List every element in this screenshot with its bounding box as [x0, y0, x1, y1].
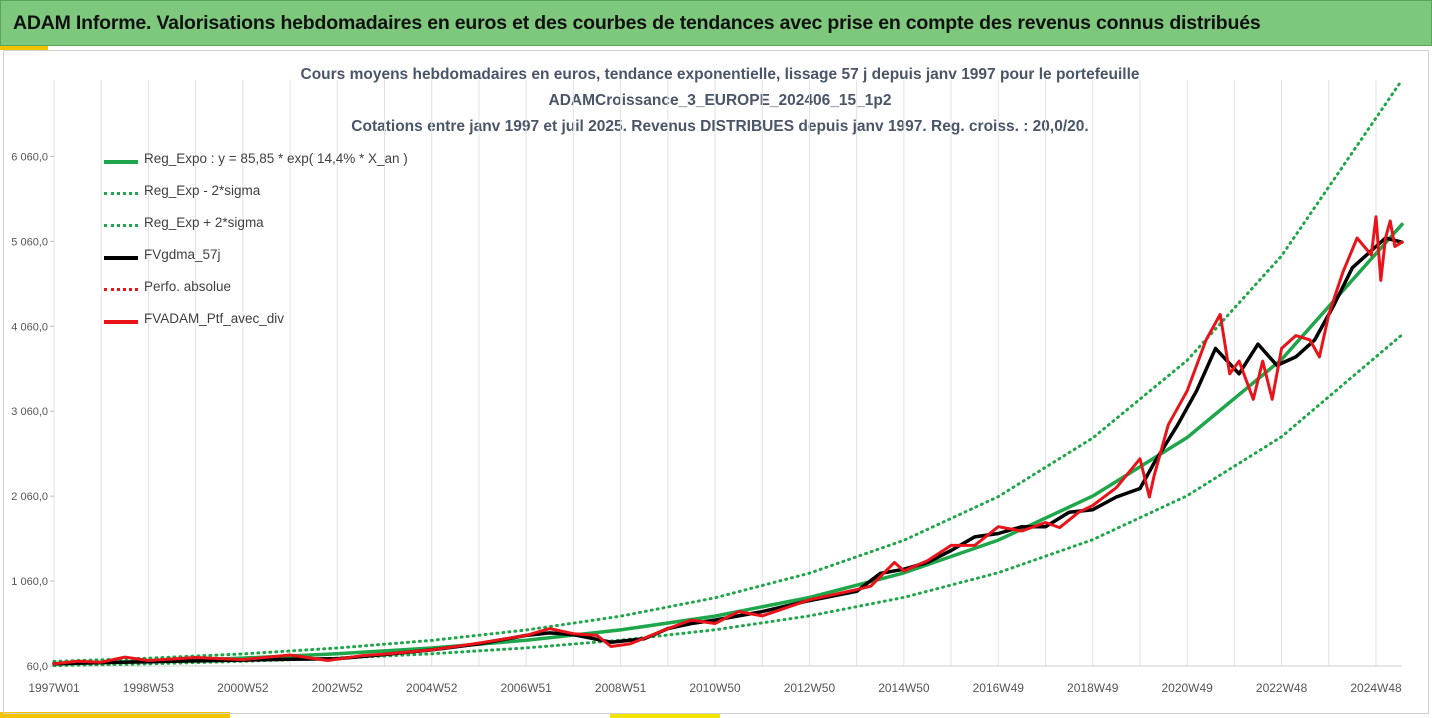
legend-item-reg-exp-plus: Reg_Exp + 2*sigma [104, 214, 444, 246]
header-banner: ADAM Informe. Valorisations hebdomadaire… [0, 0, 1432, 46]
y-tick-label: 1 060,0 [11, 576, 48, 588]
x-tick-label: 2020W49 [1161, 681, 1213, 695]
legend-item-reg-expo: Reg_Expo : y = 85,85 * exp( 14,4% * X_an… [104, 150, 444, 182]
y-tick-label: 4 060,0 [11, 321, 48, 333]
x-tick-label: 2004W52 [406, 681, 458, 695]
x-tick-label: 2014W50 [878, 681, 930, 695]
x-tick-label: 2018W49 [1067, 681, 1119, 695]
legend-label: Reg_Exp + 2*sigma [144, 215, 264, 230]
page-title: ADAM Informe. Valorisations hebdomadaire… [13, 12, 1261, 34]
legend-item-ptf: FVADAM_Ptf_avec_div [104, 310, 444, 342]
series-ptf [52, 215, 1404, 666]
legend-label: Reg_Exp - 2*sigma [144, 183, 261, 198]
accent-bar-bottom [0, 712, 230, 718]
x-tick-label: 2022W48 [1256, 681, 1308, 695]
x-tick-label: 1998W53 [123, 681, 175, 695]
chart-title-line-2: ADAMCroissance_3_EUROPE_202406_15_1p2 [548, 92, 892, 109]
x-tick-label: 1997W01 [28, 681, 80, 695]
x-tick-label: 2010W50 [689, 681, 741, 695]
legend-label: FVgdma_57j [144, 247, 221, 262]
legend: Reg_Expo : y = 85,85 * exp( 14,4% * X_an… [104, 150, 444, 342]
x-tick-label: 2002W52 [312, 681, 364, 695]
chart-area [3, 50, 1429, 714]
legend-label: FVADAM_Ptf_avec_div [144, 311, 285, 326]
series-reg-exp-minus [52, 333, 1404, 668]
x-tick-label: 2012W50 [784, 681, 836, 695]
accent-bar-top [0, 46, 48, 50]
legend-item-reg-exp-minus: Reg_Exp - 2*sigma [104, 182, 444, 214]
y-tick-label: 60,0 [27, 661, 48, 673]
y-tick-label: 2 060,0 [11, 491, 48, 503]
series-reg-exp-plus [52, 78, 1404, 663]
x-tick-label: 2000W52 [217, 681, 269, 695]
x-tick-label: 2016W49 [973, 681, 1025, 695]
y-tick-label: 3 060,0 [11, 406, 48, 418]
x-tick-label: 2008W51 [595, 681, 647, 695]
y-tick-label: 6 060,0 [11, 151, 48, 163]
legend-label: Perfo. absolue [144, 279, 232, 294]
y-tick-label: 5 060,0 [11, 236, 48, 248]
accent-bar-bottom-2 [610, 714, 720, 718]
legend-item-perfo: Perfo. absolue [104, 278, 444, 310]
chart-title-line-1: Cours moyens hebdomadaires en euros, ten… [300, 66, 1140, 83]
x-tick-label: 2006W51 [500, 681, 552, 695]
legend-item-gdma: FVgdma_57j [104, 246, 444, 278]
legend-label: Reg_Expo : y = 85,85 * exp( 14,4% * X_an… [144, 151, 408, 166]
x-tick-label: 2024W48 [1350, 681, 1402, 695]
